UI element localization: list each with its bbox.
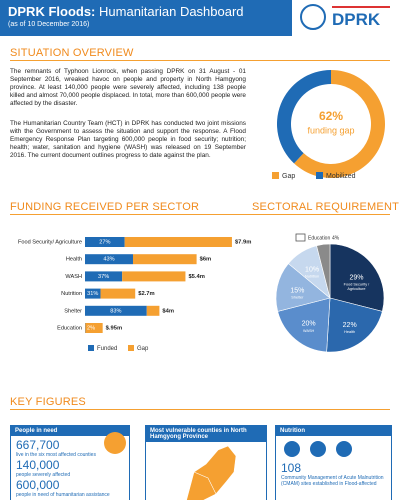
charts: 62% Gap Mobilized funding gap Food Security/… (18, 70, 386, 353)
date: (as of 10 December 2016) (8, 21, 90, 28)
bar-total-label: $.95m (106, 326, 122, 332)
legend-swatch (128, 345, 134, 351)
bar-pct-label: 83% (110, 308, 121, 314)
bar-gap (124, 237, 232, 247)
logo-rule (332, 6, 390, 8)
legend-swatch (88, 345, 94, 351)
figure-value: 140,000 (16, 458, 60, 472)
education-icon (295, 233, 306, 242)
category-label: WASH (65, 274, 82, 280)
category-label: Shelter (64, 308, 82, 314)
figure-label: Community Management of Acute Malnutriti… (281, 475, 384, 487)
category-label: Health (66, 257, 82, 263)
bar-gap (100, 288, 136, 299)
legend-label: Gap (282, 173, 295, 180)
legend-label: Funded (97, 346, 117, 352)
pie-category-label: Nutrition (305, 275, 319, 279)
icon (310, 441, 326, 457)
title-main: DPRK Floods: (8, 4, 96, 19)
bar-gap (132, 254, 197, 265)
bar-total-label: $6m (200, 257, 212, 263)
icon (336, 441, 352, 457)
category-label: Food Security/ Agriculture (18, 239, 82, 245)
nutrition-box: Nutrition 108 Community Management of Ac… (275, 425, 392, 500)
legend-label: Mobilized (326, 173, 356, 180)
map-borders (193, 471, 217, 495)
pie-category-label: WASH (303, 329, 315, 333)
people-icon (104, 432, 126, 454)
pie-value-label: 29% (349, 274, 363, 281)
pie-category-label: Food Security / Agriculture (344, 282, 370, 291)
bar-gap (85, 323, 103, 333)
box-title: Nutrition (276, 426, 391, 436)
map-area (186, 445, 237, 500)
paragraph: The Humanitarian Country Team (HCT) in D… (10, 120, 246, 159)
rule (10, 214, 390, 215)
bar-total-label: $5.4m (188, 274, 204, 280)
legend-swatch (272, 172, 279, 179)
map (186, 445, 237, 500)
figure-value: 667,700 (16, 438, 60, 452)
bar-pct-label: 43% (103, 257, 114, 263)
bar-funded (85, 237, 125, 247)
bar-total-label: $7.9m (235, 240, 251, 246)
rule (10, 60, 390, 61)
bar-pct-label: 27% (99, 239, 110, 245)
donut-slice (294, 70, 386, 178)
figure-label: people severely affected (16, 472, 71, 478)
rule (10, 409, 390, 410)
pie-slice (326, 297, 383, 353)
pie-slice (275, 263, 331, 312)
legend-label: Gap (137, 346, 149, 352)
box-title: Most vulnerable counties in North Hamgyo… (146, 426, 266, 442)
section-heading: SITUATION OVERVIEW (10, 47, 134, 59)
bar-funded (85, 254, 133, 265)
pie-category-label: Education (308, 235, 330, 241)
pie-category-label: Shelter (291, 296, 304, 300)
bar-pct-label: 2% (87, 325, 95, 331)
pie-value-label: 22% (343, 322, 357, 329)
bar-funded (85, 288, 101, 299)
pie-slice (329, 243, 385, 312)
bar-pct-label: 31% (87, 291, 98, 297)
bar-funded (85, 271, 123, 282)
donut-slice (277, 70, 331, 164)
icons (276, 436, 391, 457)
title: DPRK Floods: Humanitarian Dashboard (8, 4, 244, 19)
donut-label: 62% (319, 109, 343, 123)
logo-text: DPRK (332, 10, 381, 29)
box-title: People in need (11, 426, 129, 436)
bar-gap (146, 305, 160, 316)
legend-swatch (316, 172, 323, 179)
bar-total-label: $4m (162, 308, 174, 314)
pie-value-label: 4% (332, 235, 340, 241)
category-label: Nutrition (61, 291, 82, 297)
category-label: Education (57, 325, 82, 331)
pie-slice (277, 297, 331, 353)
pie-value-label: 20% (302, 321, 316, 328)
figure-label: live in the six most affected counties (16, 452, 96, 458)
donut-center-text: funding gap (307, 125, 354, 135)
section-heading: FUNDING RECEIVED PER SECTOR (10, 201, 200, 213)
title-sub: Humanitarian Dashboard (99, 4, 244, 19)
pie-value-label: 15% (290, 288, 304, 295)
icon (284, 441, 300, 457)
section-heading: KEY FIGURES (10, 396, 86, 408)
paragraph: The remnants of Typhoon Lionrock, when p… (10, 68, 246, 107)
un-logo (300, 4, 326, 30)
header-bar (0, 0, 292, 36)
bar-funded (85, 305, 147, 316)
pie-category-label: Health (344, 330, 355, 334)
figure-label: people in need of humanitarian assistanc… (16, 492, 110, 498)
pie-value-label: 10% (305, 267, 319, 274)
bar-gap (122, 271, 186, 282)
section-heading: SECTORAL REQUIREMENT (252, 201, 400, 213)
figure-value: 108 (281, 461, 302, 475)
counties-box: Most vulnerable counties in North Hamgyo… (145, 425, 267, 500)
figure-value: 600,000 (16, 478, 60, 492)
pie-slice (316, 243, 331, 299)
bar-pct-label: 37% (98, 274, 109, 280)
bar-total-label: $2.7m (138, 291, 154, 297)
